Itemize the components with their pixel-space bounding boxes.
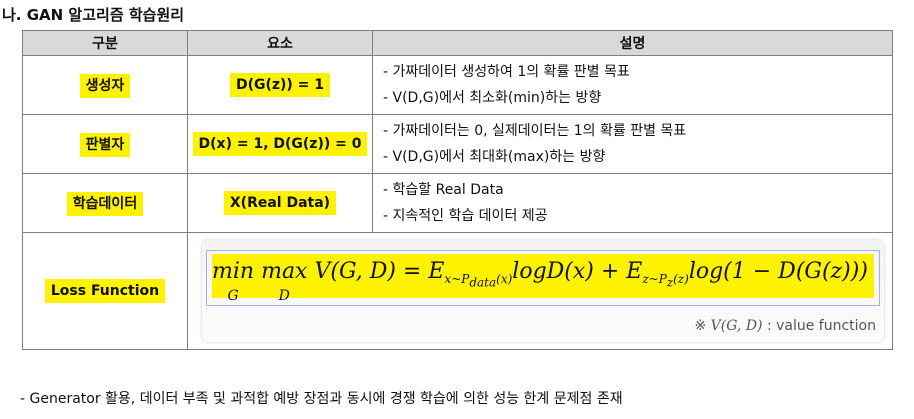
section-title: 나. GAN 알고리즘 학습원리 bbox=[2, 6, 185, 24]
row-name: 학습데이터 bbox=[66, 192, 144, 216]
max-operator: max bbox=[261, 259, 308, 284]
header-category: 구분 bbox=[22, 30, 188, 56]
max-subscript: D bbox=[278, 288, 290, 304]
row-desc-line: - V(D,G)에서 최대화(max)하는 방향 bbox=[383, 149, 606, 165]
expectation-fake-sub: z~P bbox=[642, 272, 667, 287]
expectation-fake-subsub: z bbox=[666, 275, 674, 290]
table-row: 생성자 D(G(z)) = 1 - 가짜데이터 생성하여 1의 확률 판별 목표… bbox=[22, 55, 893, 115]
row-desc-line: - V(D,G)에서 최소화(min)하는 방향 bbox=[383, 90, 602, 106]
header-element: 요소 bbox=[187, 30, 373, 56]
expectation-fake: E bbox=[626, 259, 643, 284]
expectation-real-subsub: data bbox=[469, 275, 497, 290]
row-name: Loss Function bbox=[44, 279, 166, 303]
table-header-row: 구분 요소 설명 bbox=[22, 30, 893, 56]
formula-frame bbox=[206, 250, 880, 306]
row-desc-line: - 가짜데이터 생성하여 1의 확률 판별 목표 bbox=[383, 64, 630, 80]
row-element: D(G(z)) = 1 bbox=[229, 73, 331, 97]
expectation-real: E bbox=[428, 259, 445, 284]
table-row-loss: Loss Function min G max D V(G, D) = Ex~Pda… bbox=[22, 232, 893, 350]
value-function-lhs: V(G, D) = bbox=[314, 259, 429, 284]
formula-image: min G max D V(G, D) = Ex~Pdata(x)logD(x) +… bbox=[202, 240, 884, 342]
formula-highlight bbox=[212, 254, 874, 298]
min-operator: min bbox=[212, 259, 255, 284]
note-symbol: V(G, D) bbox=[710, 318, 763, 334]
row-element: X(Real Data) bbox=[223, 191, 337, 215]
note-text: : value function bbox=[762, 318, 876, 334]
expectation-real-sub: x~P bbox=[444, 272, 470, 287]
row-desc-line: - 학습할 Real Data bbox=[383, 182, 504, 198]
row-element: D(x) = 1, D(G(z)) = 0 bbox=[192, 132, 368, 156]
row-desc-line: - 지속적인 학습 데이터 제공 bbox=[383, 208, 548, 224]
formula-note: ※ V(G, D) : value function bbox=[694, 318, 876, 334]
row-name: 판별자 bbox=[79, 133, 131, 157]
row-desc-line: - 가짜데이터는 0, 실제데이터는 1의 확률 판별 목표 bbox=[383, 123, 687, 139]
header-description: 설명 bbox=[372, 30, 893, 56]
note-mark: ※ bbox=[694, 318, 711, 334]
footer-note: - Generator 활용, 데이터 부족 및 과적합 예방 장점과 동시에 … bbox=[20, 391, 623, 407]
term-real-body: logD(x) + bbox=[512, 259, 627, 284]
term-fake-body: log(1 − D(G(z))) bbox=[688, 259, 868, 284]
table-row: 학습데이터 X(Real Data) - 학습할 Real Data - 지속적… bbox=[22, 173, 893, 233]
loss-formula: min G max D V(G, D) = Ex~Pdata(x)logD(x) +… bbox=[212, 254, 868, 304]
min-subscript: G bbox=[227, 288, 239, 304]
row-name: 생성자 bbox=[79, 74, 131, 98]
expectation-real-arg: (x) bbox=[496, 272, 513, 287]
expectation-fake-arg: (z) bbox=[673, 272, 689, 287]
table-row: 판별자 D(x) = 1, D(G(z)) = 0 - 가짜데이터는 0, 실제… bbox=[22, 114, 893, 174]
gan-table: 구분 요소 설명 생성자 D(G(z)) = 1 - 가짜데이터 생성하여 1의… bbox=[22, 30, 893, 350]
